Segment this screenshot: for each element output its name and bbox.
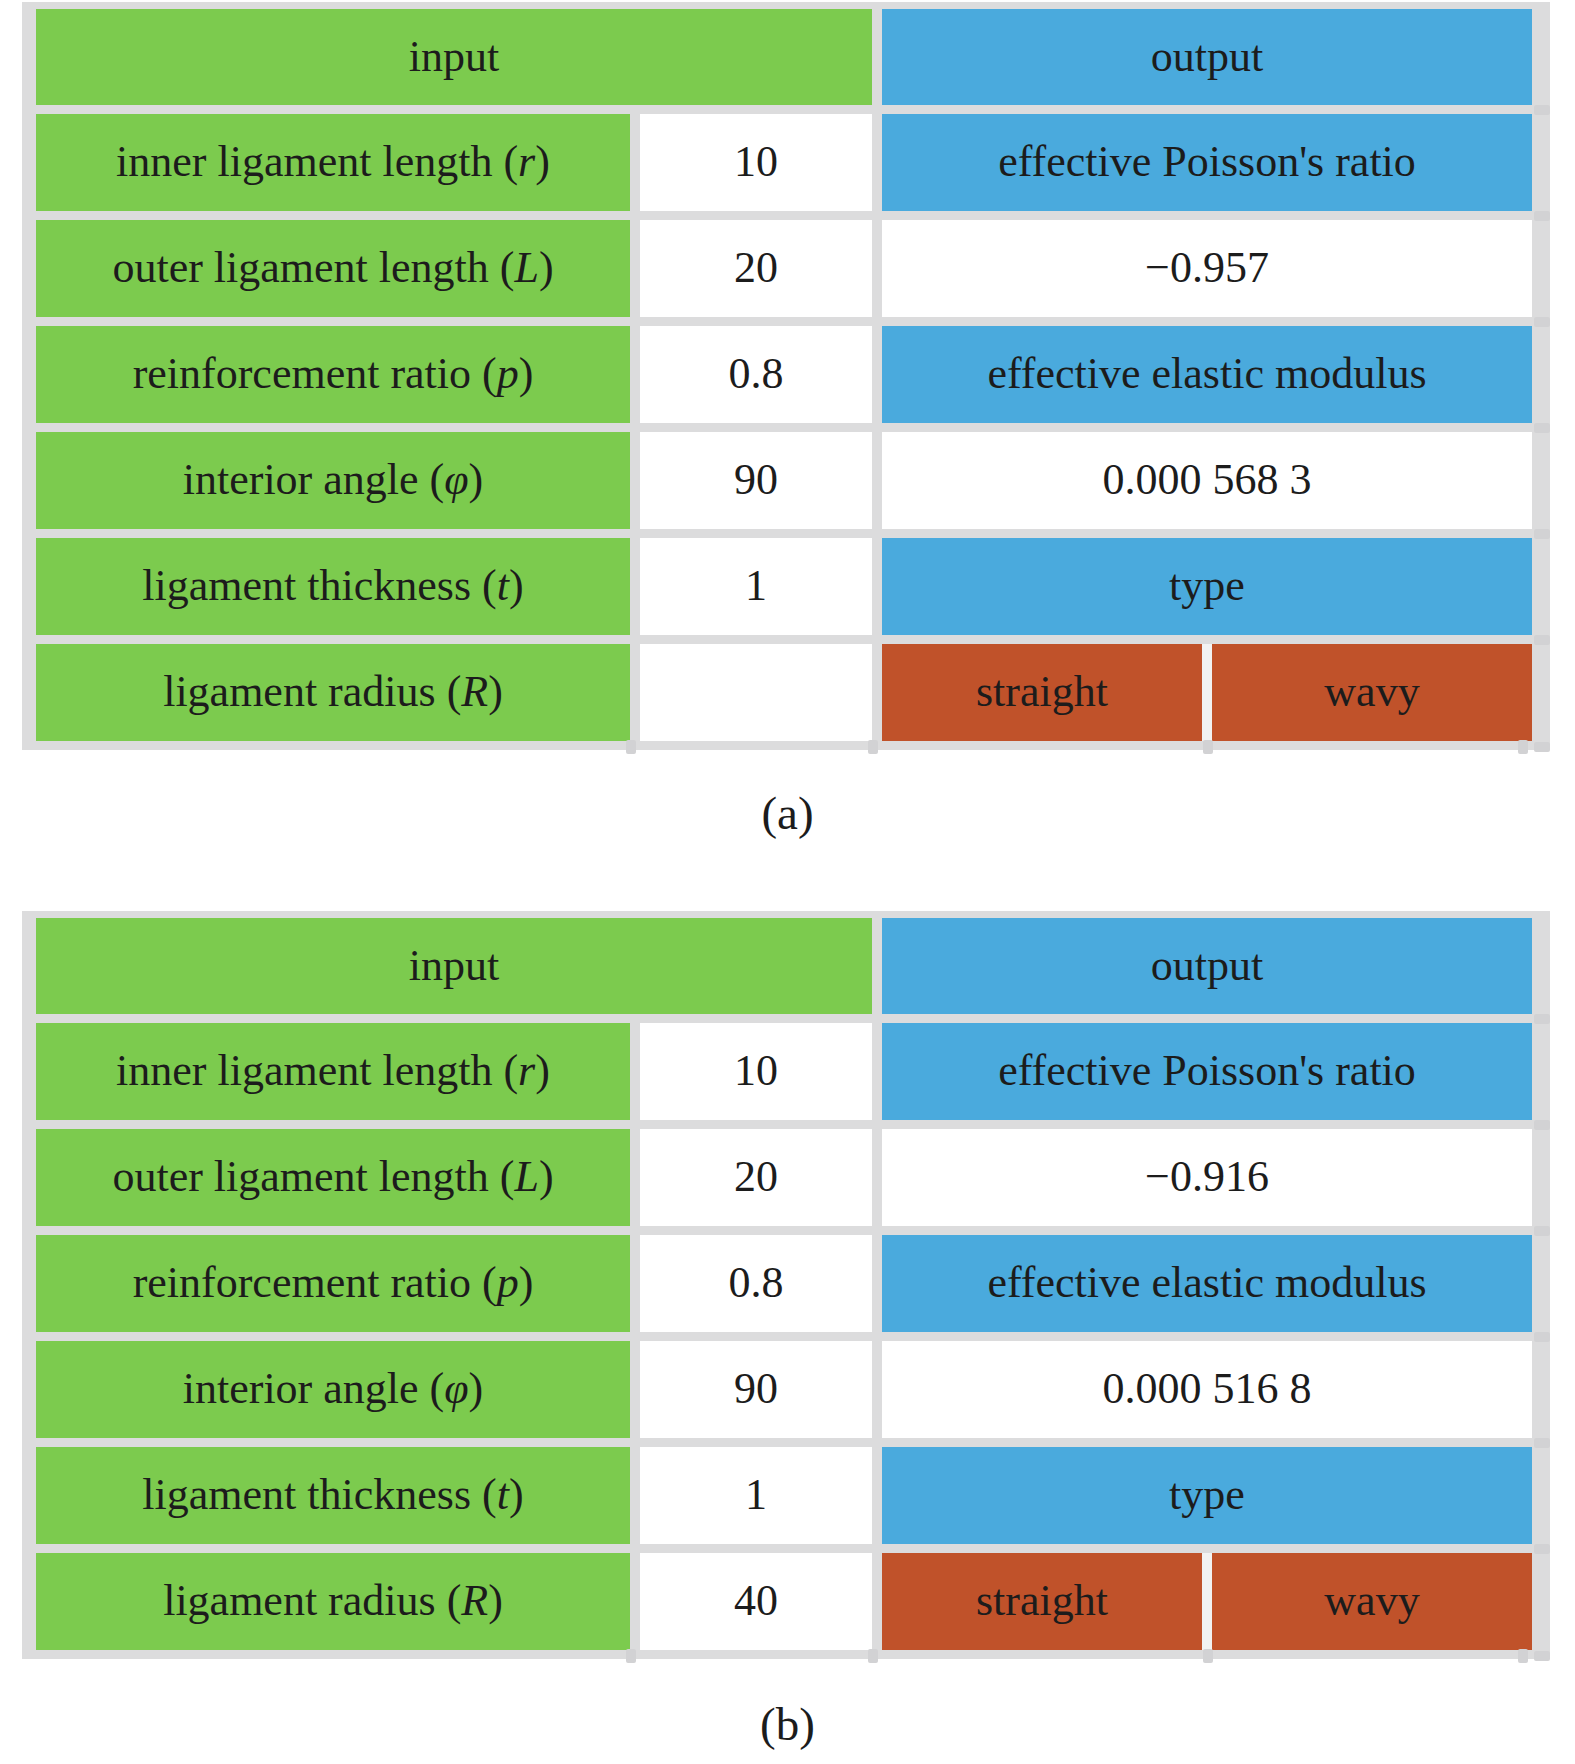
- output-poisson-ratio-value-cell: −0.916: [882, 1129, 1532, 1226]
- output-poisson-ratio-value-cell: −0.957: [882, 220, 1532, 317]
- grid-handle-tick: [1534, 105, 1550, 115]
- type-option-straight[interactable]: straight: [882, 644, 1202, 741]
- input-label-inner-ligament-length: inner ligament length (r): [36, 114, 630, 211]
- input-label-ligament-thickness: ligament thickness (t): [36, 1447, 630, 1544]
- grid-handle-tick: [1203, 1649, 1213, 1663]
- input-label-reinforcement-ratio: reinforcement ratio (p): [36, 326, 630, 423]
- type-option-wavy[interactable]: wavy: [1212, 1553, 1532, 1650]
- input-value-ligament-radius: [640, 644, 872, 741]
- output-elastic-modulus-value-cell: 0.000 568 3: [882, 432, 1532, 529]
- grid-handle-tick: [1534, 529, 1550, 539]
- grid-handle-tick: [626, 740, 636, 754]
- subfigure-caption-a: (a): [0, 786, 1575, 840]
- input-label-ligament-thickness: ligament thickness (t): [36, 538, 630, 635]
- input-value-inner-ligament-length: 10: [640, 1023, 872, 1120]
- input-value-outer-ligament-length: 20: [640, 220, 872, 317]
- parameter-table-a: input output inner ligament length (r) 1…: [22, 2, 1550, 750]
- input-header-cell: input: [36, 9, 872, 105]
- input-label-outer-ligament-length: outer ligament length (L): [36, 220, 630, 317]
- grid-handle-tick: [1534, 1332, 1550, 1342]
- output-header-cell: output: [882, 9, 1532, 105]
- grid-handle-tick: [868, 1649, 878, 1663]
- type-option-wavy[interactable]: wavy: [1212, 644, 1532, 741]
- grid-handle-tick: [1518, 740, 1528, 754]
- input-value-interior-angle: 90: [640, 1341, 872, 1438]
- output-header-cell: output: [882, 918, 1532, 1014]
- input-header-cell: input: [36, 918, 872, 1014]
- output-type-label-cell: type: [882, 1447, 1532, 1544]
- grid-handle-tick: [1534, 1438, 1550, 1448]
- output-elastic-modulus-label-cell: effective elastic modulus: [882, 1235, 1532, 1332]
- input-label-ligament-radius: ligament radius (R): [36, 1553, 630, 1650]
- input-value-interior-angle: 90: [640, 432, 872, 529]
- grid-handle-tick: [626, 1649, 636, 1663]
- output-elastic-modulus-value-cell: 0.000 516 8: [882, 1341, 1532, 1438]
- output-poisson-ratio-label-cell: effective Poisson's ratio: [882, 114, 1532, 211]
- input-label-inner-ligament-length: inner ligament length (r): [36, 1023, 630, 1120]
- grid-handle-tick: [1203, 740, 1213, 754]
- grid-handle-tick: [1518, 1649, 1528, 1663]
- input-value-reinforcement-ratio: 0.8: [640, 1235, 872, 1332]
- input-label-interior-angle: interior angle (φ): [36, 1341, 630, 1438]
- grid-handle-tick: [1534, 1226, 1550, 1236]
- input-value-outer-ligament-length: 20: [640, 1129, 872, 1226]
- input-value-inner-ligament-length: 10: [640, 114, 872, 211]
- output-type-label-cell: type: [882, 538, 1532, 635]
- input-label-interior-angle: interior angle (φ): [36, 432, 630, 529]
- subfigure-caption-b: (b): [0, 1697, 1575, 1751]
- grid-handle-tick: [1534, 1544, 1550, 1554]
- output-poisson-ratio-label-cell: effective Poisson's ratio: [882, 1023, 1532, 1120]
- input-label-ligament-radius: ligament radius (R): [36, 644, 630, 741]
- grid-handle-tick: [1534, 423, 1550, 433]
- grid-handle-tick: [1534, 211, 1550, 221]
- grid-handle-tick: [1534, 742, 1550, 752]
- output-elastic-modulus-label-cell: effective elastic modulus: [882, 326, 1532, 423]
- grid-handle-tick: [1534, 1651, 1550, 1661]
- input-label-outer-ligament-length: outer ligament length (L): [36, 1129, 630, 1226]
- parameter-table-b: input output inner ligament length (r) 1…: [22, 911, 1550, 1659]
- input-value-reinforcement-ratio: 0.8: [640, 326, 872, 423]
- type-options-group: straight wavy: [882, 644, 1532, 741]
- input-value-ligament-radius: 40: [640, 1553, 872, 1650]
- type-options-group: straight wavy: [882, 1553, 1532, 1650]
- input-value-ligament-thickness: 1: [640, 538, 872, 635]
- grid-handle-tick: [1534, 635, 1550, 645]
- grid-handle-tick: [868, 740, 878, 754]
- type-option-straight[interactable]: straight: [882, 1553, 1202, 1650]
- input-label-reinforcement-ratio: reinforcement ratio (p): [36, 1235, 630, 1332]
- grid-handle-tick: [1534, 1120, 1550, 1130]
- grid-handle-tick: [1534, 1014, 1550, 1024]
- grid-handle-tick: [1534, 317, 1550, 327]
- input-value-ligament-thickness: 1: [640, 1447, 872, 1544]
